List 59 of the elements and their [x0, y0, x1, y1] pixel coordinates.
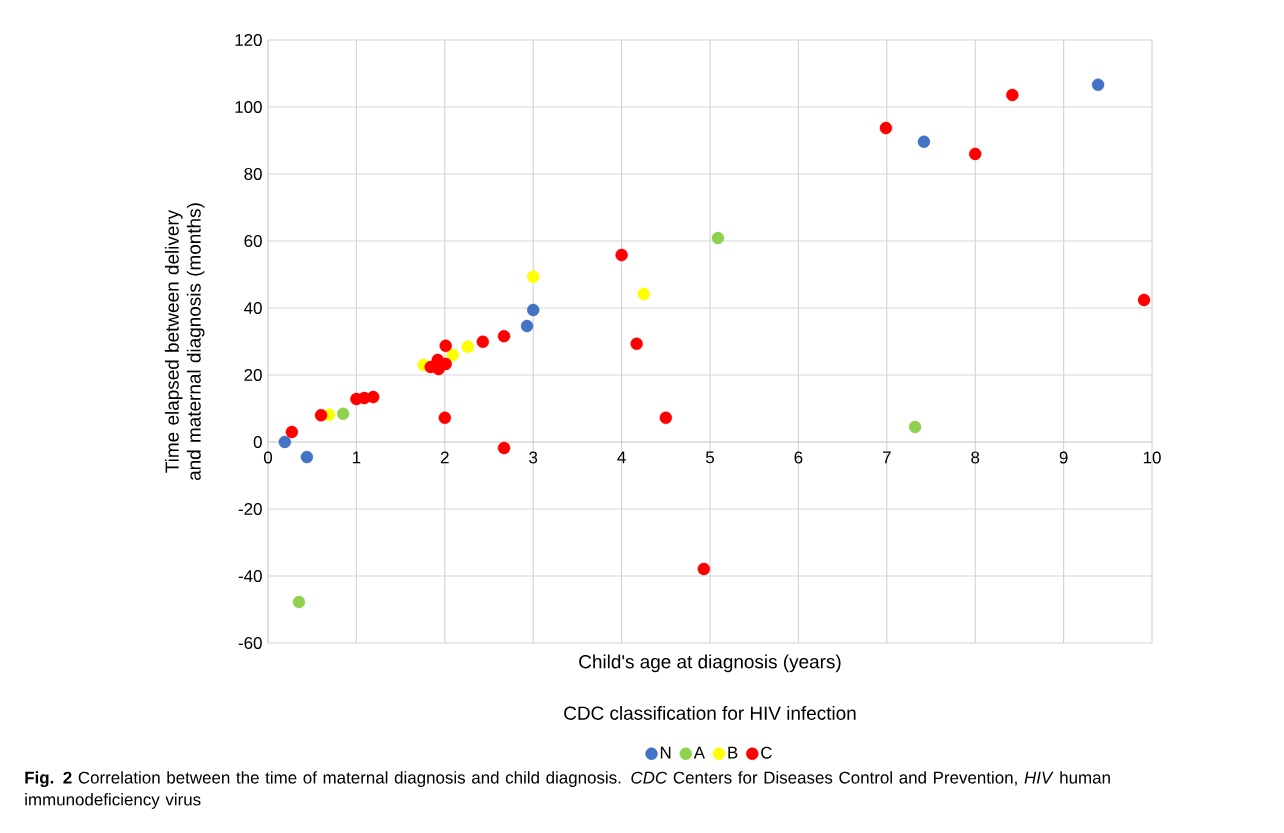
point: [527, 303, 540, 317]
point: [879, 121, 893, 135]
x-tick-label: 1: [353, 451, 361, 464]
x-tick-label: 5: [705, 451, 714, 464]
legend-title: CDC classification for HIV infection: [564, 705, 856, 720]
point: [367, 390, 380, 404]
point: [1137, 293, 1151, 307]
point: [615, 248, 628, 262]
point: [278, 435, 291, 449]
y-tick-label: 60: [244, 234, 262, 247]
x-tick-label: 6: [794, 451, 803, 464]
x-tick-label: 9: [1059, 451, 1068, 464]
point: [520, 319, 534, 333]
point: [630, 337, 643, 351]
y-tick-label: 20: [244, 368, 262, 381]
y-tick-label: 40: [244, 301, 262, 314]
x-axis-title: Child's age at diagnosis (years): [579, 654, 841, 673]
y-tick-label: -20: [238, 502, 262, 515]
point: [497, 329, 511, 343]
x-tick-label: 2: [440, 451, 449, 464]
legend-label: B: [728, 746, 738, 759]
x-tick-label: 0: [263, 451, 273, 464]
x-tick-label: 10: [1143, 451, 1161, 464]
point: [446, 348, 459, 362]
point: [292, 595, 306, 609]
legend-label: C: [761, 746, 772, 759]
x-tick-label: 7: [882, 451, 891, 464]
point: [336, 407, 350, 421]
y-tick-label: 120: [235, 33, 262, 46]
y-tick-label: -40: [238, 569, 262, 582]
point: [908, 420, 922, 434]
legend-label: N: [660, 746, 671, 759]
point: [697, 562, 711, 576]
x-tick-label: 3: [529, 451, 538, 464]
x-tick-label: 4: [617, 451, 626, 464]
point: [300, 450, 314, 464]
point: [439, 339, 452, 353]
point: [527, 270, 540, 284]
point: [285, 425, 299, 439]
point: [314, 408, 328, 422]
point: [711, 231, 725, 245]
point: [1091, 78, 1105, 92]
x-tick-label: 8: [971, 451, 980, 464]
point: [659, 411, 673, 425]
y-tick-label: 0: [253, 435, 262, 448]
point: [438, 411, 452, 425]
y-tick-label: 80: [244, 167, 262, 180]
point: [476, 335, 490, 349]
point: [497, 441, 511, 455]
point: [917, 135, 931, 149]
point: [637, 287, 650, 301]
text: Fig. 2 Correlation between the time of maternal diagnosis and child diagnosis. CDC Centers for Diseases Control and Prevention, HIV human immunodeficiency virus: [25, 771, 1110, 809]
y-tick-label: 100: [235, 100, 262, 113]
point: [969, 147, 982, 161]
point: [461, 340, 474, 354]
legend-label: A: [693, 746, 705, 759]
y-axis-title: Time elapsed between delivery and maternal diagnosis (months): [164, 203, 205, 481]
y-tick-label: -60: [238, 636, 262, 649]
point: [1006, 88, 1019, 102]
